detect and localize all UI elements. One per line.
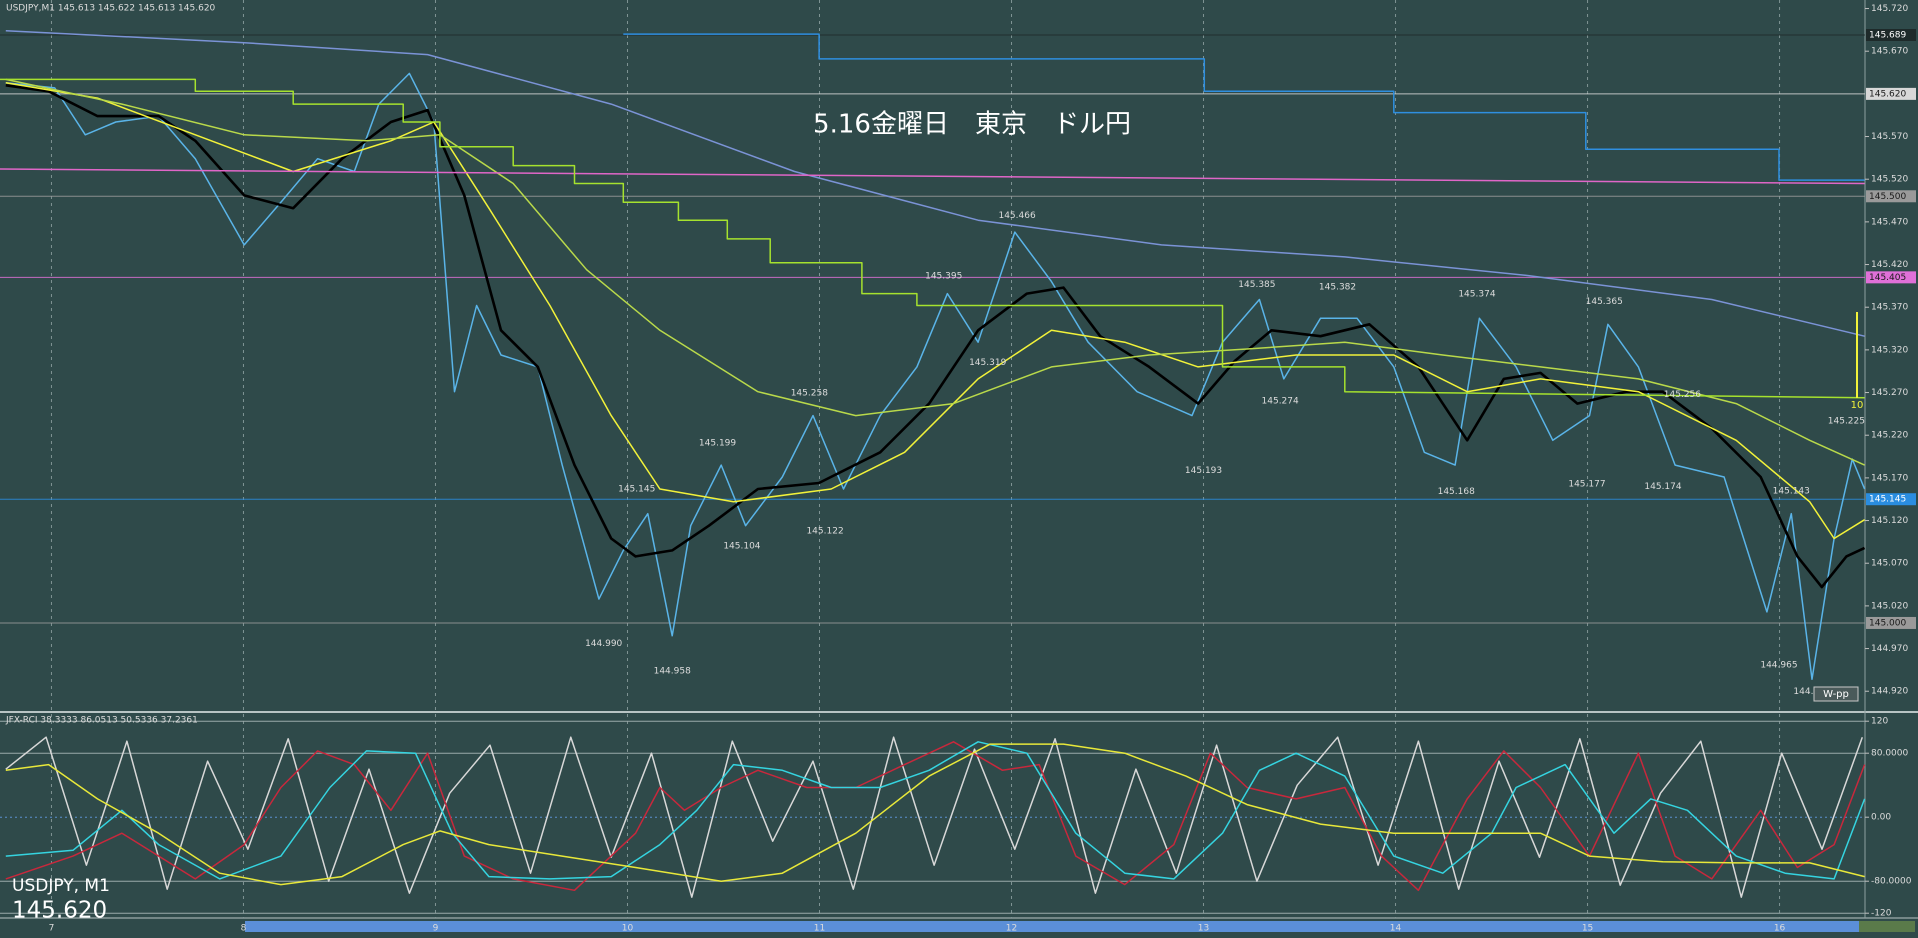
- price-tag-label: 145.620: [1869, 89, 1906, 99]
- y-tick-label: 145.470: [1871, 217, 1908, 227]
- series-line: [0, 168, 1865, 185]
- price-tag: [1866, 616, 1916, 629]
- pivot-tag: [1813, 686, 1859, 702]
- x-tick-label: 11: [814, 924, 825, 934]
- price-extreme-label: 144.990: [585, 639, 622, 649]
- y-tick-label: 145.670: [1871, 47, 1908, 57]
- y-tick-label: 80.0000: [1871, 749, 1908, 759]
- y-tick-label: 145.170: [1871, 473, 1908, 483]
- series-line: [5, 29, 1865, 337]
- price-extreme-label: 145.385: [1238, 280, 1275, 290]
- label-layer: 7 8 9 10 11 12 13 14 15 16 145.720 145.670 145.570 14…: [49, 4, 1916, 934]
- price-extreme-label: 145.143: [1773, 486, 1810, 496]
- series-line: [5, 78, 1865, 466]
- y-tick-label: 145.570: [1871, 132, 1908, 142]
- price-extreme-label: 145.258: [791, 388, 828, 398]
- price-tag-label: 145.145: [1869, 495, 1906, 505]
- chart-title: 5.16金曜日 東京 ドル円: [813, 110, 1131, 140]
- price-extreme-label: 144.958: [654, 666, 691, 676]
- price-extreme-label: 145.395: [925, 271, 962, 281]
- x-tick-label: 8: [241, 924, 247, 934]
- series-line: [623, 33, 1865, 181]
- series-line: [0, 78, 1865, 399]
- x-tick-label: 10: [622, 924, 634, 934]
- price-tag: [1866, 87, 1916, 100]
- y-tick-label: 145.070: [1871, 559, 1908, 569]
- price-extreme-label: 145.374: [1458, 289, 1495, 299]
- price-extreme-label: 145.174: [1644, 482, 1681, 492]
- price-tag-label: 145.405: [1869, 273, 1906, 283]
- y-tick-label: 145.270: [1871, 388, 1908, 398]
- price-extreme-label: 145.319: [969, 358, 1006, 368]
- price-tag: [1866, 190, 1916, 203]
- y-tick-label: 144.970: [1871, 644, 1908, 654]
- range-label: 10: [1851, 400, 1864, 411]
- price-extreme-label: 145.382: [1319, 282, 1356, 292]
- x-tick-label: 13: [1198, 924, 1209, 934]
- series-line: [5, 84, 1866, 589]
- price-extreme-label: 145.122: [806, 526, 843, 536]
- price-extreme-label: 144.934: [1793, 687, 1830, 697]
- y-tick-label: 145.020: [1871, 601, 1908, 611]
- chart-header: USDJPY,M1 145.613 145.622 145.613 145.62…: [6, 4, 216, 14]
- y-tick-label: -120: [1871, 909, 1892, 919]
- y-tick-label: 144.920: [1871, 687, 1908, 697]
- price-extreme-label: 145.177: [1568, 479, 1605, 489]
- x-tick-label: 14: [1390, 924, 1402, 934]
- y-tick-label: -80.0000: [1871, 877, 1912, 887]
- series-line: [5, 736, 1864, 898]
- y-tick-label: 145.420: [1871, 260, 1908, 270]
- price-tag: [1866, 28, 1916, 41]
- price-tag-label: 145.000: [1869, 618, 1906, 628]
- price-extreme-label: 145.365: [1586, 297, 1623, 307]
- y-tick-label: 145.720: [1871, 4, 1908, 14]
- price-tag-label: 145.689: [1869, 30, 1906, 40]
- y-tick-label: 120: [1871, 717, 1888, 727]
- price-tag-label: 145.500: [1869, 192, 1906, 202]
- price-extreme-label: 145.145: [618, 485, 655, 495]
- series-line: [5, 741, 1866, 880]
- symbol-label: USDJPY, M1: [12, 876, 110, 896]
- price-extreme-label: 145.168: [1438, 487, 1475, 497]
- series-line: [5, 72, 1866, 681]
- y-tick-label: 145.520: [1871, 175, 1908, 185]
- y-tick-label: 145.220: [1871, 431, 1908, 441]
- x-tick-label: 9: [433, 924, 439, 934]
- y-tick-label: 0.00: [1871, 813, 1891, 823]
- price-extreme-label: 145.193: [1185, 466, 1222, 476]
- price-extreme-label: 145.256: [1664, 390, 1701, 400]
- pivot-label: W-pp: [1823, 689, 1849, 700]
- series-layer: [0, 29, 1866, 898]
- x-tick-label: 12: [1006, 924, 1017, 934]
- series-line: [5, 741, 1866, 892]
- price-extreme-label: 145.199: [699, 439, 736, 449]
- series-line: [5, 743, 1865, 886]
- last-price: 145.620: [12, 898, 107, 924]
- price-extreme-label: 145.274: [1262, 397, 1299, 407]
- x-tick-label: 7: [49, 924, 55, 934]
- price-extreme-label: 144.965: [1760, 660, 1797, 670]
- y-tick-label: 145.320: [1871, 345, 1908, 355]
- y-tick-label: 145.120: [1871, 516, 1908, 526]
- x-tick-label: 15: [1582, 924, 1593, 934]
- price-tag: [1866, 271, 1916, 284]
- scroll-end[interactable]: [1859, 921, 1915, 932]
- scroll-bar[interactable]: [245, 921, 1859, 932]
- price-extreme-label: 145.104: [723, 542, 760, 552]
- indicator-title: JFX-RCI 38.3333 86.0513 50.5336 37.2361: [5, 716, 198, 726]
- price-extreme-label: 145.466: [998, 211, 1035, 221]
- price-extreme-label: 145.225: [1828, 416, 1865, 426]
- y-tick-label: 145.370: [1871, 303, 1908, 313]
- price-tag: [1866, 493, 1916, 506]
- x-tick-label: 16: [1774, 924, 1786, 934]
